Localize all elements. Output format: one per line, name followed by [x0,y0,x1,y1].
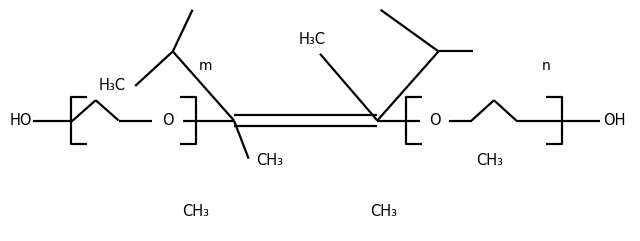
Text: H₃C: H₃C [99,79,125,94]
Text: H₃C: H₃C [299,32,326,47]
Text: O: O [429,113,440,128]
Text: O: O [163,113,174,128]
Text: CH₃: CH₃ [182,203,209,219]
Text: CH₃: CH₃ [476,154,503,168]
Text: OH: OH [604,113,626,128]
Text: CH₃: CH₃ [256,154,284,168]
Text: CH₃: CH₃ [370,203,397,219]
Text: HO: HO [10,113,32,128]
Text: m: m [198,59,212,73]
Text: n: n [542,59,550,73]
